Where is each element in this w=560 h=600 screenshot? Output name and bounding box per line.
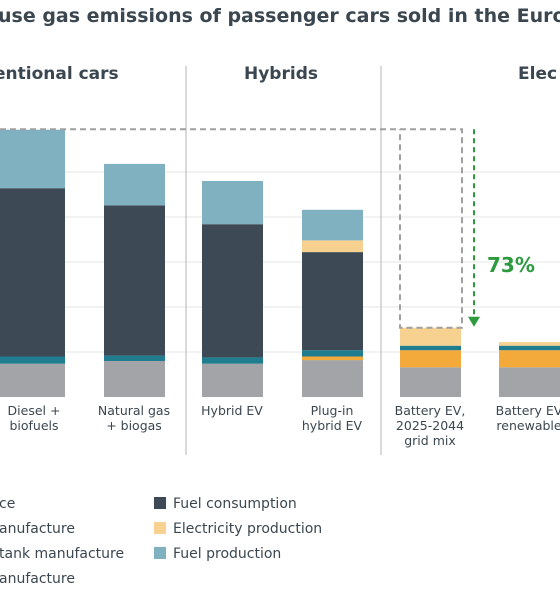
- reduction-annotation: 73%: [0, 128, 535, 329]
- category-label-natgas: Natural gas: [98, 403, 170, 418]
- bar-segment-natgas-fuel: [104, 205, 165, 356]
- bar-segment-diesel-vehicle: [4, 363, 65, 397]
- bar-segment-diesel-tank: [4, 356, 65, 364]
- bar-segment-natgas-tank: [104, 355, 165, 361]
- category-label-bev_grid: Battery EV,: [395, 403, 466, 418]
- legend-label-other: anufacture: [0, 521, 75, 537]
- category-label-bev_ren: Battery EV: [496, 403, 560, 418]
- category-label-hev: Hybrid EV: [201, 403, 263, 418]
- gridlines: [0, 171, 560, 353]
- bar-segment-ice_gas-fuelprod: [0, 129, 4, 189]
- bar-segment-bev_grid-vehicle: [400, 367, 461, 397]
- bar-segment-bev_grid-tank: [400, 345, 461, 351]
- category-label-phev: hybrid EV: [302, 418, 363, 433]
- bar-segment-phev-vehicle: [302, 360, 363, 397]
- bar-segment-phev-fuel: [302, 252, 363, 351]
- group-label-hybrids: Hybrids: [244, 64, 318, 84]
- bar-segment-natgas-vehicle: [104, 361, 165, 397]
- bars: [0, 129, 560, 397]
- category-label-natgas: + biogas: [106, 418, 162, 433]
- category-label-bev_grid: 2025-2044: [396, 418, 464, 433]
- legend-label-electricity: Electricity production: [173, 521, 322, 537]
- legend-swatch-fuelprod: [154, 547, 166, 559]
- bar-segment-ice_gas-vehicle: [0, 363, 4, 397]
- bar-segment-diesel-fuel: [4, 188, 65, 357]
- bar-segment-hev-fuel: [202, 224, 263, 358]
- legend-swatch-electricity: [154, 522, 166, 534]
- bar-segment-bev_ren-vehicle: [499, 367, 560, 397]
- bar-segment-diesel-fuelprod: [4, 129, 65, 189]
- bar-segment-natgas-fuelprod: [104, 163, 165, 206]
- bar-segment-bev_ren-electricity: [499, 342, 560, 346]
- category-label-bev_grid: grid mix: [404, 433, 456, 448]
- bar-segment-hev-vehicle: [202, 363, 263, 397]
- category-label-diesel: Diesel +: [8, 403, 61, 418]
- legend: ce anufacture tank manufacture anufacture Fu…: [0, 496, 322, 587]
- group-label-electric: Elec: [518, 64, 557, 84]
- bar-segment-phev-electricity: [302, 240, 363, 253]
- bar-segment-ice_gas-fuel: [0, 188, 4, 357]
- reduction-percent-label: 73%: [487, 253, 535, 277]
- bar-segment-bev_grid-electricity: [400, 327, 461, 346]
- group-dividers: [185, 66, 382, 455]
- bar-segment-phev-fuelprod: [302, 209, 363, 241]
- legend-label-fuel: Fuel consumption: [173, 496, 297, 512]
- category-label-diesel: biofuels: [9, 418, 58, 433]
- legend-label-fuelprod: Fuel production: [173, 546, 281, 562]
- chart-title: use gas emissions of passenger cars sold…: [0, 5, 560, 27]
- legend-label-vehicle: ce: [0, 496, 15, 512]
- reference-dashed-line: [0, 128, 463, 329]
- bar-segment-phev-battery: [302, 356, 363, 361]
- bar-segment-hev-fuelprod: [202, 181, 263, 225]
- bar-segment-phev-tank: [302, 350, 363, 357]
- legend-label-battery: anufacture: [0, 571, 75, 587]
- category-labels: Diesel +biofuels Natural gas+ biogas Hybri…: [8, 403, 560, 448]
- legend-swatch-fuel: [154, 497, 166, 509]
- legend-label-tank: tank manufacture: [0, 546, 124, 562]
- bar-segment-bev_ren-battery: [499, 350, 560, 368]
- category-label-bev_ren: renewable: [496, 418, 560, 433]
- bar-segment-hev-tank: [202, 357, 263, 364]
- category-label-phev: Plug-in: [311, 403, 354, 418]
- bar-segment-bev_ren-tank: [499, 345, 560, 351]
- reduction-arrow-head: [468, 316, 480, 327]
- bar-segment-bev_grid-battery: [400, 350, 461, 368]
- bar-segment-ice_gas-tank: [0, 356, 4, 364]
- group-label-conventional: entional cars: [0, 64, 119, 84]
